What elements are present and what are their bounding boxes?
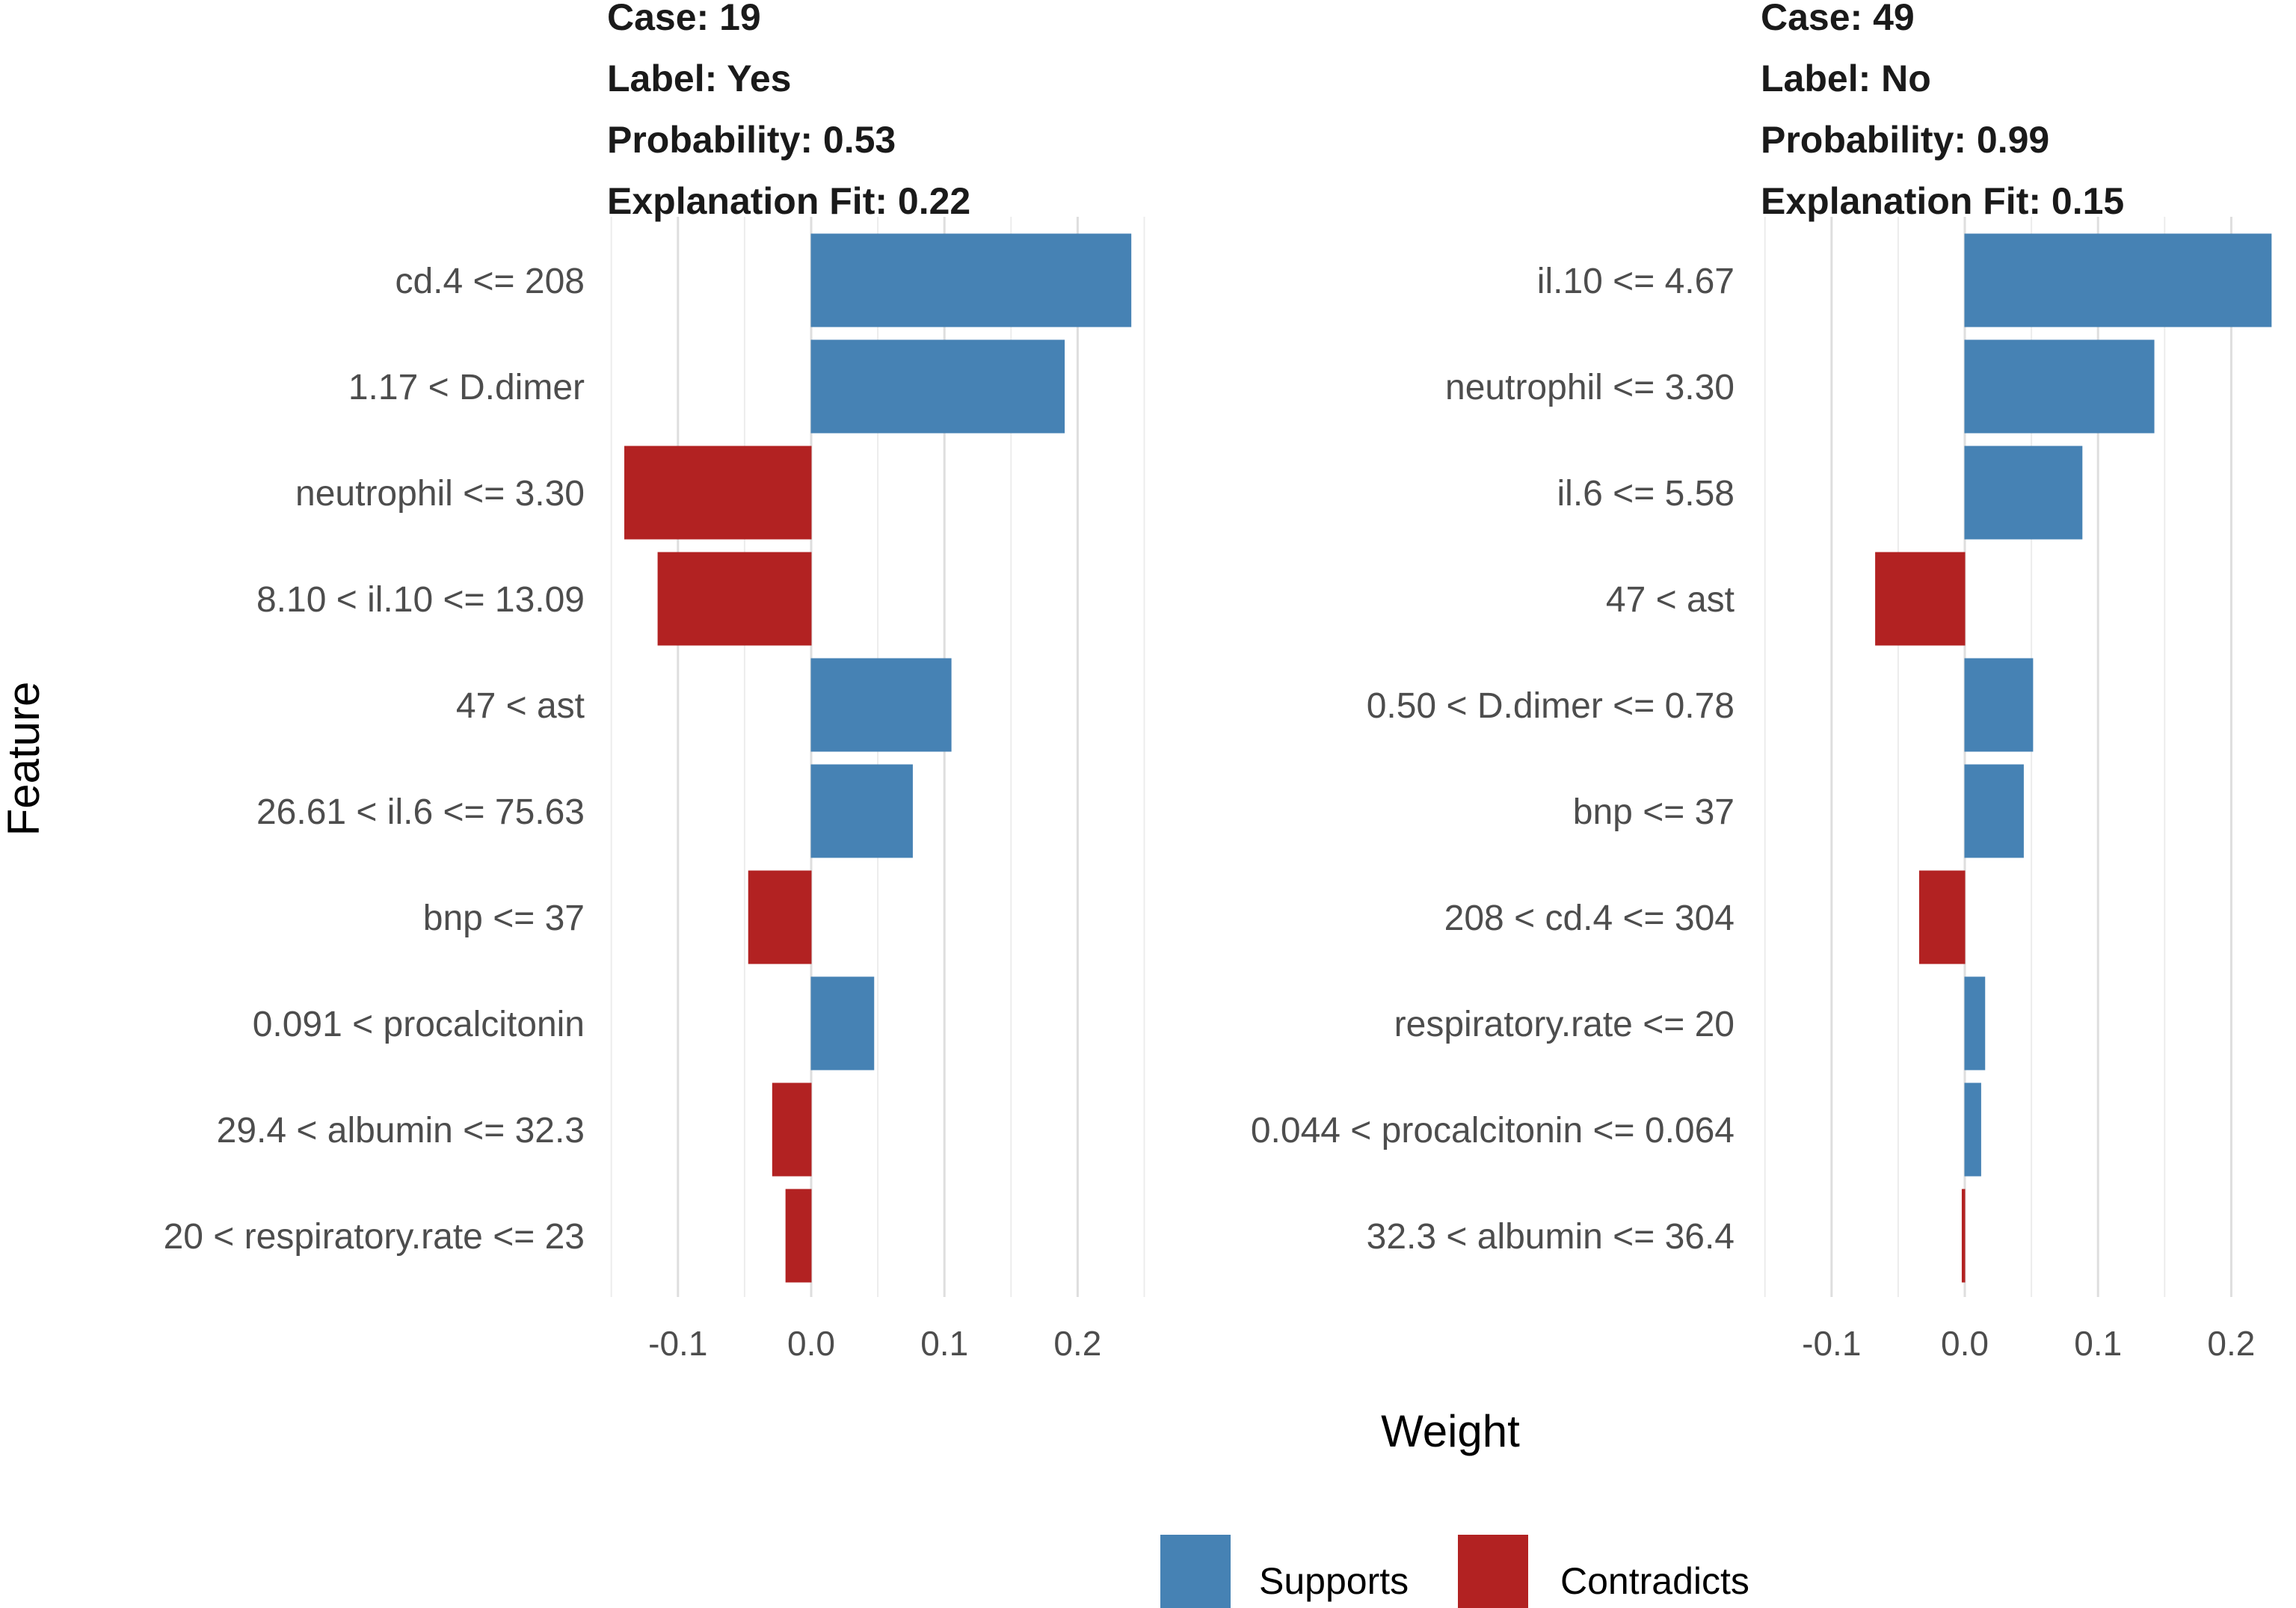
- legend-swatch-supports: [1160, 1535, 1231, 1608]
- bar-contradicts: [748, 870, 812, 964]
- feature-label: 0.044 < procalcitonin <= 0.064: [1251, 1111, 1735, 1150]
- bar-supports: [1964, 764, 2024, 858]
- legend-label-contradicts: Contradicts: [1560, 1560, 1749, 1602]
- bar-supports: [1964, 339, 2155, 434]
- bar-contradicts: [657, 552, 812, 646]
- bar-contradicts: [624, 446, 812, 540]
- legend-label-supports: Supports: [1259, 1560, 1409, 1602]
- x-tick-label: 0.0: [787, 1324, 835, 1363]
- panel-2: Case: 49 Label: No Probability: 0.99 Explan…: [1251, 0, 2272, 1363]
- feature-label: 20 < respiratory.rate <= 23: [164, 1217, 585, 1257]
- bar-supports: [810, 764, 913, 858]
- bar-contradicts: [772, 1082, 812, 1177]
- x-tick-label: -0.1: [648, 1324, 707, 1363]
- feature-label: 47 < ast: [456, 686, 585, 726]
- panel-2-title-line-1: Case: 49: [1761, 0, 1915, 38]
- feature-label: 29.4 < albumin <= 32.3: [217, 1111, 585, 1150]
- bar-supports: [1964, 976, 1986, 1071]
- panel-2-title-line-3: Probability: 0.99: [1761, 119, 2049, 161]
- feature-label: 32.3 < albumin <= 36.4: [1367, 1217, 1735, 1257]
- panel-1: Case: 19 Label: Yes Probability: 0.53 Expla…: [164, 0, 1145, 1363]
- x-tick-label: 0.0: [1941, 1324, 1989, 1363]
- feature-label: neutrophil <= 3.30: [295, 474, 585, 514]
- bar-supports: [1964, 658, 2034, 752]
- feature-label: bnp <= 37: [1573, 792, 1735, 832]
- panel-1-title-line-1: Case: 19: [607, 0, 761, 38]
- bar-supports: [810, 658, 952, 752]
- panel-2-title-line-4: Explanation Fit: 0.15: [1761, 180, 2124, 222]
- feature-label: 0.091 < procalcitonin: [253, 1005, 585, 1044]
- feature-label: 1.17 < D.dimer: [348, 368, 585, 407]
- x-tick-label: 0.1: [2074, 1324, 2122, 1363]
- feature-label: 26.61 < il.6 <= 75.63: [256, 792, 585, 832]
- legend: Supports Contradicts: [1160, 1535, 1749, 1608]
- feature-label: 47 < ast: [1606, 580, 1735, 620]
- feature-label: 0.50 < D.dimer <= 0.78: [1367, 686, 1735, 726]
- panel-1-title-line-4: Explanation Fit: 0.22: [607, 180, 970, 222]
- x-tick-label: 0.1: [920, 1324, 968, 1363]
- panel-1-title-line-3: Probability: 0.53: [607, 119, 896, 161]
- bar-contradicts: [1961, 1189, 1966, 1283]
- bar-contradicts: [1918, 870, 1966, 964]
- x-tick-label: 0.2: [2207, 1324, 2255, 1363]
- panel-2-title-line-2: Label: No: [1761, 58, 1931, 99]
- x-axis-title: Weight: [1381, 1406, 1520, 1456]
- bar-supports: [1964, 446, 2083, 540]
- bar-contradicts: [1875, 552, 1966, 646]
- panel-1-title-line-2: Label: Yes: [607, 58, 791, 99]
- bar-supports: [1964, 1082, 1981, 1177]
- feature-label: 208 < cd.4 <= 304: [1444, 899, 1735, 938]
- bar-supports: [810, 976, 875, 1071]
- bar-supports: [810, 233, 1132, 327]
- chart-panels: Case: 19 Label: Yes Probability: 0.53 Expla…: [164, 0, 2272, 1363]
- legend-swatch-contradicts: [1458, 1535, 1528, 1608]
- bar-supports: [1964, 233, 2272, 327]
- feature-label: neutrophil <= 3.30: [1445, 368, 1735, 407]
- bar-contradicts: [785, 1189, 812, 1283]
- feature-label: bnp <= 37: [423, 899, 585, 938]
- y-axis-title: Feature: [0, 682, 49, 837]
- feature-label: cd.4 <= 208: [395, 262, 585, 301]
- feature-label: respiratory.rate <= 20: [1394, 1005, 1735, 1044]
- x-tick-label: 0.2: [1053, 1324, 1101, 1363]
- feature-label: il.10 <= 4.67: [1537, 262, 1735, 301]
- x-tick-label: -0.1: [1802, 1324, 1861, 1363]
- feature-label: 8.10 < il.10 <= 13.09: [256, 580, 585, 620]
- bar-supports: [810, 339, 1065, 434]
- feature-label: il.6 <= 5.58: [1557, 474, 1735, 514]
